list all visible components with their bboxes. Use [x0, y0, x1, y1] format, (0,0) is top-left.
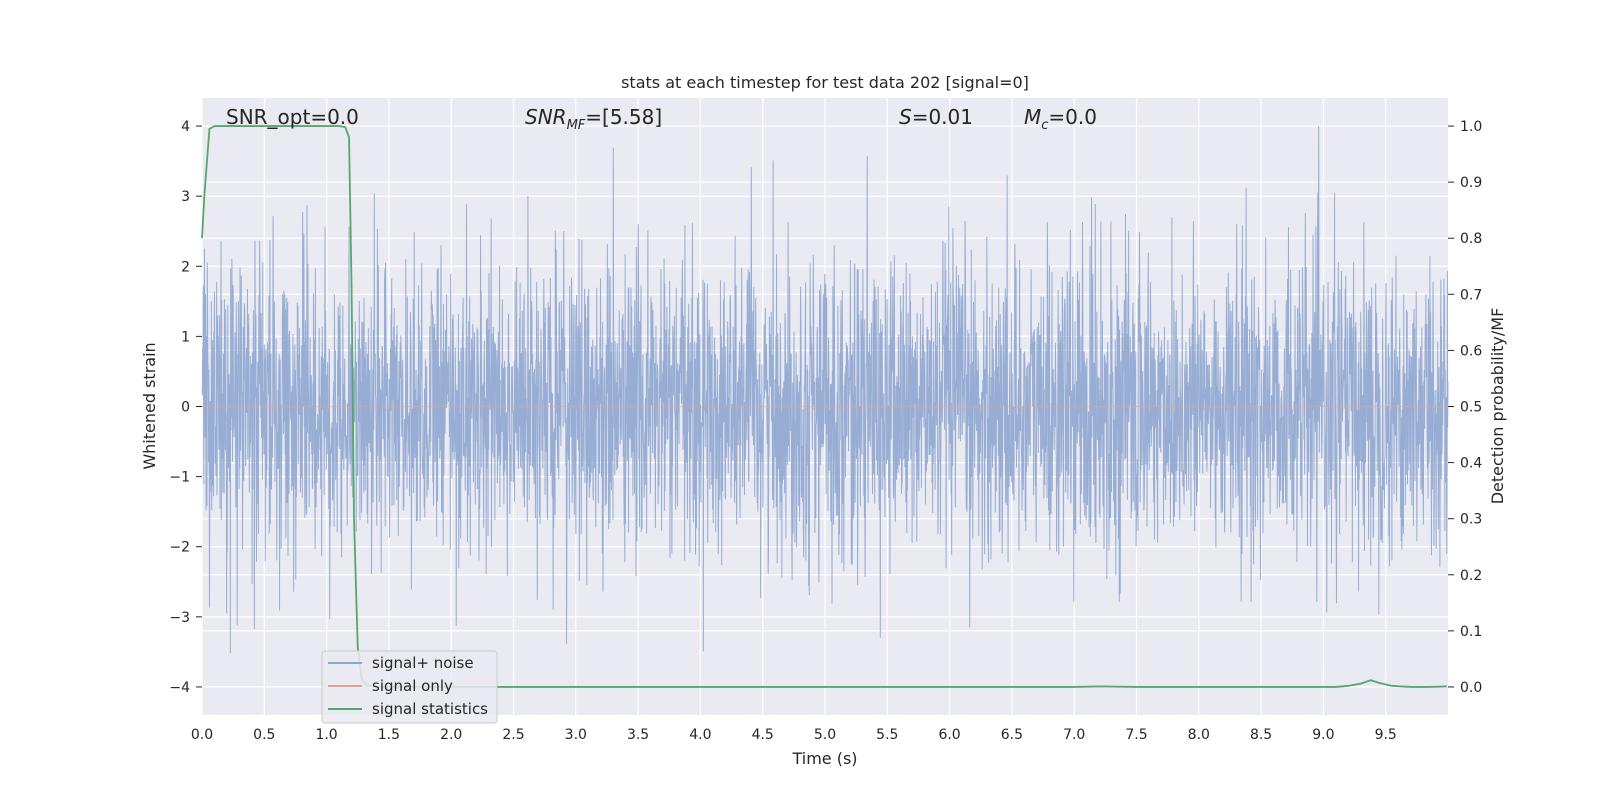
y-tick-label-left: −3: [169, 610, 190, 626]
annotation-mc: Mc=0.0: [1024, 105, 1097, 133]
y-tick-label-left: −1: [169, 470, 190, 486]
x-tick-label: 9.0: [1312, 727, 1334, 743]
legend-label-signal-noise: signal+ noise: [372, 654, 474, 672]
legend-box: [321, 650, 498, 724]
signal-statistics-series: [201, 125, 1447, 688]
y-tick-label-right: 0.3: [1460, 512, 1482, 528]
annotation-s: S=0.01: [899, 105, 973, 129]
x-tick-label: 1.0: [315, 727, 337, 743]
x-tick-label: 2.0: [440, 727, 462, 743]
y-tick-label-right: 0.1: [1460, 624, 1482, 640]
y-tick-label-right: 0.6: [1460, 343, 1482, 359]
x-axis-label: Time (s): [791, 749, 857, 768]
x-tick-label: 3.0: [565, 727, 587, 743]
y-axis-label: Whitened strain: [140, 342, 159, 469]
y-tick-label-right: 0.2: [1460, 568, 1482, 584]
x-tick-label: 5.0: [814, 727, 836, 743]
x-tick-label: 3.5: [627, 727, 649, 743]
annotation-s-main: S: [899, 105, 912, 129]
y-tick-label-right: 0.8: [1460, 231, 1482, 247]
x-tick-label: 7.0: [1063, 727, 1085, 743]
y-tick-label-left: 1: [181, 329, 190, 345]
annotation-snr-mf-value: =[5.58]: [585, 105, 662, 129]
x-tick-label: 9.5: [1375, 727, 1397, 743]
x-tick-label: 0.5: [253, 727, 275, 743]
y-tick-label-right: 0.9: [1460, 175, 1482, 191]
legend-label-signal-statistics: signal statistics: [372, 700, 488, 718]
annotation-snr-opt: SNR_opt=0.0: [226, 105, 359, 129]
x-tick-label: 1.5: [378, 727, 400, 743]
y-tick-label-right: 0.5: [1460, 400, 1482, 416]
x-tick-label: 0.0: [191, 727, 213, 743]
annotation-s-value: =0.01: [912, 105, 973, 129]
chart-title: stats at each timestep for test data 202…: [621, 73, 1029, 92]
x-tick-label: 5.5: [876, 727, 898, 743]
annotation-mc-sub: c: [1041, 118, 1048, 133]
y-tick-label-right: 0.0: [1460, 680, 1482, 696]
series-line-signal-noise: [201, 126, 1449, 654]
series-line-signal-statistics: [201, 125, 1447, 688]
x-tick-label: 8.5: [1250, 727, 1272, 743]
y-tick-label-left: −2: [169, 540, 190, 556]
y-tick-label-left: 4: [181, 119, 190, 135]
x-tick-label: 7.5: [1125, 727, 1147, 743]
annotation-mc-value: =0.0: [1048, 105, 1097, 129]
y-tick-label-right: 0.7: [1460, 287, 1482, 303]
annotation-snr-mf-main: SNR: [525, 105, 567, 129]
x-tick-label: 6.0: [938, 727, 960, 743]
x-tick-label: 4.0: [689, 727, 711, 743]
y-axis-right-label: Detection probability/MF: [1488, 308, 1507, 505]
y-tick-label-right: 0.4: [1460, 456, 1482, 472]
x-axis-ticks: 0.0 0.5 1.0 1.5 2.0 2.5 3.0 3.5 4.0 4.5 5.0 5.5 6.0 6…: [191, 727, 1397, 743]
x-tick-label: 2.5: [502, 727, 524, 743]
y-axis-right-ticks: 0.0 0.1 0.2 0.3 0.4 0.5 0.6 0.7 0.8 0.9 1.0: [1448, 119, 1482, 696]
legend-label-signal-only: signal only: [372, 677, 453, 695]
y-tick-label-right: 1.0: [1460, 119, 1482, 135]
x-tick-label: 6.5: [1001, 727, 1023, 743]
y-axis-left-ticks: −4 −3 −2 −1 0 1 2 3 4: [169, 119, 202, 696]
x-tick-label: 8.0: [1188, 727, 1210, 743]
y-tick-label-left: 2: [181, 259, 190, 275]
annotation-snr-mf-sub: MF: [567, 118, 586, 133]
y-tick-label-left: 3: [181, 189, 190, 205]
legend: signal+ noise signal only signal statist…: [321, 650, 498, 724]
noise-series: [201, 126, 1449, 654]
y-tick-label-left: 0: [181, 400, 190, 416]
y-tick-label-left: −4: [169, 680, 190, 696]
x-tick-label: 4.5: [752, 727, 774, 743]
annotation-snr-mf: SNRMF=[5.58]: [525, 105, 662, 133]
annotation-mc-main: M: [1024, 105, 1041, 129]
